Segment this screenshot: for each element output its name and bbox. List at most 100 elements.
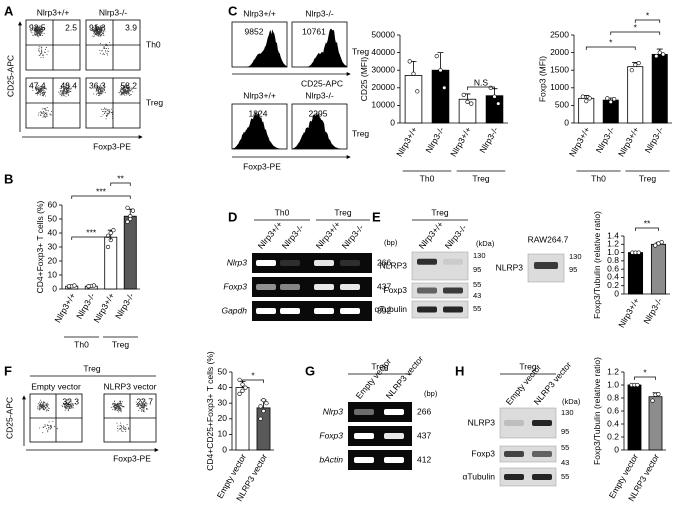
data-point bbox=[240, 388, 245, 393]
x-tick-label: Nlrp3-/- bbox=[594, 125, 617, 155]
quadrant-value: 58.2 bbox=[120, 80, 137, 90]
significance-label: * bbox=[646, 10, 650, 20]
size-marker: 130 bbox=[561, 408, 574, 417]
blot-strip bbox=[499, 445, 557, 463]
row-label: αTubulin bbox=[375, 304, 408, 314]
data-point bbox=[661, 52, 666, 57]
band bbox=[443, 306, 463, 313]
panel-letter: G bbox=[305, 363, 315, 378]
y-tick-label: 0 bbox=[614, 288, 619, 298]
lane-label: Nlrp3-/- bbox=[340, 222, 366, 250]
band bbox=[256, 260, 276, 266]
x-tick-label: Nlrp3-/- bbox=[477, 125, 500, 155]
band bbox=[504, 474, 524, 480]
band bbox=[443, 287, 463, 294]
x-tick-label: Nlrp3+/+ bbox=[567, 125, 592, 158]
y-tick-label: 40000 bbox=[371, 47, 395, 57]
y-tick-label: 0.8 bbox=[607, 255, 619, 265]
significance-bracket bbox=[634, 19, 661, 23]
bar bbox=[431, 69, 450, 124]
band bbox=[532, 451, 552, 457]
histogram bbox=[232, 29, 287, 67]
data-point bbox=[261, 397, 266, 403]
data-point bbox=[608, 99, 613, 104]
data-point bbox=[86, 284, 91, 289]
y-tick-label: 20000 bbox=[371, 82, 395, 92]
inset-title: RAW264.7 bbox=[528, 234, 569, 244]
significance-bracket bbox=[467, 86, 495, 90]
lane-label: Nlrp3+/+ bbox=[256, 219, 285, 250]
bar bbox=[651, 53, 668, 124]
panel-letter: H bbox=[455, 363, 464, 378]
band bbox=[280, 284, 300, 290]
y-tick-label: 0.2 bbox=[607, 280, 619, 290]
lane-label: Nlrp3+/+ bbox=[314, 219, 343, 250]
mfi-value: 1824 bbox=[249, 108, 268, 118]
data-point bbox=[650, 398, 655, 403]
bar bbox=[650, 243, 667, 295]
bar bbox=[627, 384, 642, 451]
y-tick-label: 50 bbox=[218, 366, 228, 376]
x-tick-label: Nlrp3+/+ bbox=[52, 291, 77, 324]
group-label: Treg bbox=[83, 363, 100, 373]
data-point bbox=[469, 101, 474, 106]
flow-dots bbox=[110, 398, 149, 433]
quadrant-value: 22.7 bbox=[136, 396, 153, 406]
y-tick-label: 10 bbox=[48, 269, 58, 279]
group-label: Treg bbox=[371, 361, 388, 371]
column-header: Nlrp3-/- bbox=[305, 90, 334, 100]
data-point bbox=[258, 416, 263, 421]
band bbox=[417, 287, 437, 294]
gel-strip bbox=[348, 426, 412, 446]
lane-label: Nlrp3+/+ bbox=[417, 219, 446, 250]
row-label: Gapdh bbox=[221, 305, 247, 315]
mfi-value: 10761 bbox=[302, 26, 326, 36]
y-tick-label: 30 bbox=[48, 241, 58, 251]
data-point bbox=[240, 382, 245, 387]
bar bbox=[123, 215, 137, 290]
axis-label: CD25-APC bbox=[5, 55, 15, 97]
mfi-value: 9852 bbox=[245, 26, 264, 36]
row-label: Nlrp3 bbox=[323, 406, 344, 416]
band bbox=[314, 308, 334, 314]
band bbox=[256, 284, 276, 290]
row-label: Nlrp3 bbox=[227, 257, 248, 267]
data-point bbox=[629, 68, 634, 73]
bar bbox=[235, 387, 250, 451]
axis-label: Foxp3-PE bbox=[243, 161, 281, 171]
band bbox=[340, 284, 360, 290]
y-axis-label: CD4+Foxp3+ T cells (%) bbox=[35, 200, 45, 293]
row-label: Treg bbox=[352, 128, 369, 138]
data-point bbox=[442, 85, 447, 90]
band bbox=[384, 409, 404, 415]
size-marker: 55 bbox=[561, 443, 569, 452]
row-label: NLRP3 bbox=[380, 260, 408, 270]
panel-letter: E bbox=[372, 209, 381, 224]
significance-label: * bbox=[251, 370, 255, 380]
data-point bbox=[128, 216, 133, 222]
data-point bbox=[237, 377, 242, 382]
group-label: Th0 bbox=[420, 173, 435, 183]
quadrant-value: 92.5 bbox=[29, 22, 46, 32]
column-header: Empty vector bbox=[31, 381, 81, 391]
x-tick-label: Nlrp3-/- bbox=[643, 125, 666, 155]
group-label: Treg bbox=[519, 361, 536, 371]
band bbox=[354, 457, 374, 463]
panel-letter: A bbox=[4, 3, 14, 18]
unit-label: (bp) bbox=[384, 238, 398, 247]
panel-letter: C bbox=[228, 3, 238, 18]
bar bbox=[404, 75, 423, 124]
group-label: Treg bbox=[334, 207, 351, 217]
data-point bbox=[125, 205, 130, 210]
group-label: Treg bbox=[639, 173, 656, 183]
quadrant-value: 91.3 bbox=[89, 22, 106, 32]
data-point bbox=[105, 244, 111, 250]
band-size: 437 bbox=[417, 430, 431, 440]
data-point bbox=[656, 392, 661, 397]
y-tick-label: 10 bbox=[218, 429, 228, 439]
error-bar bbox=[437, 52, 444, 71]
blot-strip bbox=[411, 282, 469, 299]
data-point bbox=[636, 61, 641, 66]
group-label: Treg bbox=[431, 207, 448, 217]
y-tick-label: 1.2 bbox=[607, 239, 619, 249]
